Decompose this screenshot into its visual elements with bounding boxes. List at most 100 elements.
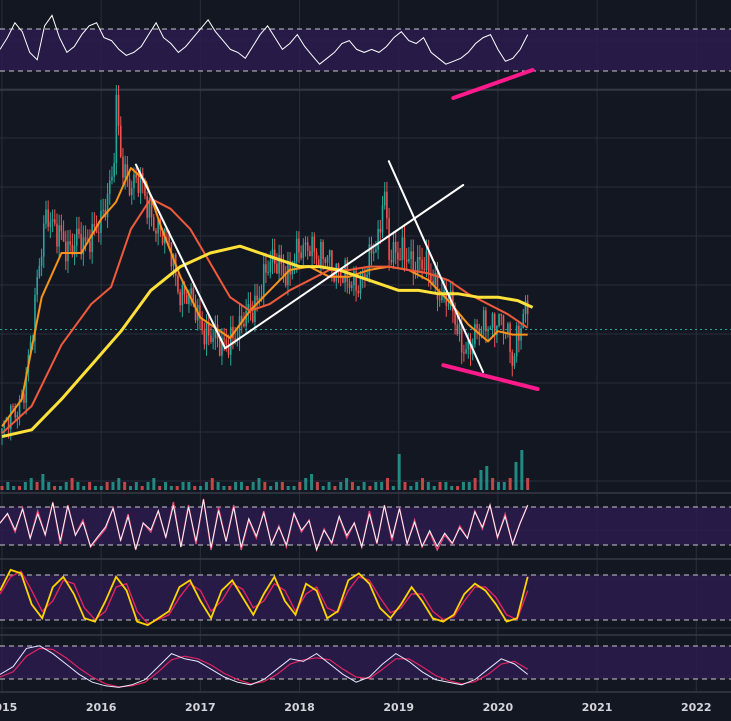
volume-bar	[385, 478, 389, 490]
candle-body	[69, 241, 71, 245]
candle-body	[177, 275, 179, 292]
candle-body	[348, 281, 351, 289]
volume-bar	[88, 482, 92, 490]
candle-body	[379, 228, 382, 233]
candle-body	[205, 322, 208, 345]
candle-body	[80, 234, 82, 255]
x-tick-label: 2018	[284, 701, 315, 714]
volume-bar	[263, 482, 267, 490]
candle-body	[146, 196, 148, 218]
volume-bar	[380, 482, 384, 490]
candle-body	[14, 406, 16, 418]
candle-body	[425, 251, 428, 271]
candle-body	[133, 174, 135, 189]
candle-body	[234, 338, 236, 341]
stoch-d-line	[0, 570, 529, 625]
volume-bar	[216, 482, 220, 490]
candle-body	[108, 180, 111, 194]
candle-body	[313, 236, 316, 253]
volume-bar	[333, 486, 337, 490]
volume-bar	[514, 462, 518, 490]
candle-body	[139, 173, 142, 193]
volume-bar	[41, 474, 45, 490]
candle-body	[452, 290, 454, 312]
volume-bar	[228, 486, 232, 490]
volume-bar	[76, 482, 80, 490]
volume-bar	[82, 486, 86, 490]
candle-body	[212, 338, 214, 342]
volume-bar	[298, 482, 302, 490]
volume-bar	[47, 482, 51, 490]
candle-body	[377, 228, 379, 250]
indicator-bands	[0, 28, 731, 680]
white-trend-line	[387, 160, 485, 373]
candle-body	[350, 285, 353, 289]
volume-bar	[6, 482, 10, 490]
candle-body	[364, 273, 366, 279]
candle-body	[386, 191, 388, 219]
rsi-band	[0, 507, 731, 545]
volume-bar	[187, 482, 191, 490]
candle-body	[36, 276, 38, 295]
candle-body	[500, 313, 503, 316]
candle-body	[45, 209, 47, 224]
candle-body	[73, 245, 76, 255]
candle-body	[67, 241, 69, 262]
candle-body	[518, 325, 520, 341]
candle-body	[416, 257, 419, 274]
candle-body	[18, 399, 21, 415]
white-trend-line	[134, 163, 227, 350]
volume-bar	[64, 482, 68, 490]
volume-bar	[158, 486, 162, 490]
volume-bar	[199, 486, 203, 490]
moving-average-line	[1, 197, 529, 434]
volume-bar	[29, 478, 33, 490]
candle-body	[282, 263, 285, 276]
candle-body	[97, 232, 100, 234]
candle-body	[276, 263, 278, 274]
candle-body	[454, 311, 456, 325]
candle-body	[71, 244, 74, 255]
candle-body	[188, 294, 190, 305]
candle-body	[249, 304, 252, 313]
candle-body	[361, 273, 364, 277]
candle-body	[304, 242, 307, 245]
volume-bar	[204, 482, 208, 490]
volume-bar	[432, 486, 436, 490]
candle-body	[337, 263, 340, 272]
volume-bar	[175, 486, 179, 490]
x-tick-label: 2021	[582, 701, 613, 714]
volume-bar	[374, 482, 378, 490]
candle-body	[460, 323, 463, 353]
volume-bar	[193, 486, 197, 490]
volume-bar	[403, 482, 407, 490]
candle-body	[128, 178, 131, 196]
candle-body	[221, 338, 223, 356]
x-tick-label: 2020	[483, 701, 514, 714]
candle-body	[47, 209, 49, 227]
candle-body	[432, 280, 434, 285]
candle-body	[262, 264, 265, 297]
volume-bar	[275, 482, 279, 490]
candle-body	[122, 156, 124, 178]
moving-average-line	[1, 244, 534, 439]
volume-bar	[479, 470, 483, 490]
volume-bar	[146, 482, 150, 490]
candle-body	[16, 414, 19, 418]
volume-bar	[315, 482, 319, 490]
candle-body	[368, 244, 371, 275]
x-tick-label: 2022	[681, 701, 712, 714]
candle-body	[423, 268, 426, 271]
top-band	[0, 29, 731, 71]
candle-body	[410, 251, 412, 259]
volume-bar	[502, 482, 506, 490]
volume-bar	[421, 478, 425, 490]
candle-body	[53, 219, 56, 224]
volume-bar	[123, 482, 127, 490]
candle-body	[326, 256, 329, 263]
candle-body	[311, 236, 313, 257]
volume-bar	[467, 482, 471, 490]
oscillators	[0, 14, 529, 688]
candle-body	[40, 256, 43, 266]
trend-drawings	[134, 68, 540, 391]
